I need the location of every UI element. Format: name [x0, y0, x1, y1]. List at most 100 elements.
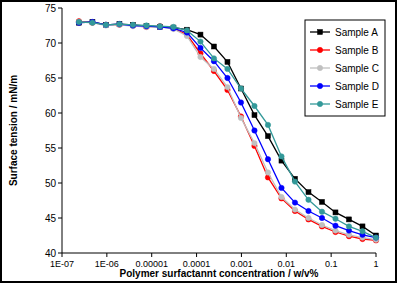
data-point — [117, 22, 122, 27]
legend-label: Sample D — [335, 81, 379, 92]
x-tick — [241, 253, 242, 257]
data-point — [252, 140, 257, 145]
data-point — [76, 19, 81, 24]
data-point — [360, 229, 365, 234]
background — [2, 2, 395, 281]
chart-container: 40455055606570751E-071E-060.000010.00010… — [0, 0, 397, 283]
data-point — [211, 44, 216, 49]
data-point — [76, 19, 81, 24]
data-point — [333, 210, 338, 215]
x-tick — [376, 253, 377, 257]
data-point — [157, 24, 162, 29]
data-point — [238, 86, 243, 91]
y-axis — [62, 8, 63, 253]
data-point — [252, 103, 257, 108]
x-tick — [62, 253, 63, 257]
data-point — [130, 23, 135, 28]
data-point — [319, 199, 324, 204]
data-point — [292, 200, 297, 205]
data-point — [360, 224, 365, 229]
data-point — [157, 24, 162, 29]
data-point — [76, 20, 81, 25]
data-point — [292, 207, 297, 212]
data-point — [117, 22, 122, 27]
data-point — [184, 28, 189, 33]
data-point — [90, 20, 95, 25]
y-tick-label: 75 — [45, 3, 57, 14]
data-point — [238, 115, 243, 120]
data-point — [279, 154, 284, 159]
legend-label: Sample E — [335, 99, 379, 110]
legend-label: Sample A — [335, 27, 378, 38]
data-point — [211, 56, 216, 61]
data-point — [157, 24, 162, 29]
data-point — [103, 22, 108, 27]
y-tick — [58, 148, 62, 149]
x-tick-label: 1E-06 — [95, 259, 119, 269]
y-tick — [58, 113, 62, 114]
x-tick — [196, 253, 197, 257]
data-point — [252, 128, 257, 133]
y-tick — [58, 8, 62, 9]
data-point — [265, 157, 270, 162]
data-point — [198, 39, 203, 44]
data-point — [306, 208, 311, 213]
y-axis-label: Surface tension / mN/m — [8, 75, 19, 186]
data-point — [157, 24, 162, 29]
y-tick-label: 50 — [45, 178, 57, 189]
data-point — [346, 217, 351, 222]
data-point — [333, 223, 338, 228]
data-point — [130, 22, 135, 27]
x-axis — [62, 253, 376, 254]
legend: Sample ASample BSample CSample DSample E — [305, 20, 385, 116]
y-tick-label: 45 — [45, 213, 57, 224]
data-point — [90, 20, 95, 25]
y-tick-label: 70 — [45, 38, 57, 49]
data-point — [238, 86, 243, 91]
data-point — [292, 179, 297, 184]
y-tick — [58, 78, 62, 79]
outer-background — [0, 0, 397, 283]
y-tick — [58, 183, 62, 184]
data-point — [90, 19, 95, 24]
data-point — [90, 20, 95, 25]
legend-label: Sample B — [335, 45, 379, 56]
x-tick-label: 1 — [373, 259, 378, 269]
data-point — [198, 54, 203, 59]
data-point — [265, 170, 270, 175]
data-point — [306, 215, 311, 220]
y-tick-label: 60 — [45, 108, 57, 119]
data-point — [346, 224, 351, 229]
legend-box — [305, 20, 385, 116]
data-point — [319, 222, 324, 227]
y-tick — [58, 43, 62, 44]
data-point — [306, 197, 311, 202]
y-tick — [58, 218, 62, 219]
data-point — [333, 216, 338, 221]
data-point — [103, 23, 108, 28]
x-tick — [331, 253, 332, 257]
x-tick — [151, 253, 152, 257]
data-point — [130, 22, 135, 27]
data-point — [144, 23, 149, 28]
data-point — [90, 20, 95, 25]
data-point — [76, 19, 81, 24]
legend-marker — [317, 47, 322, 52]
y-tick-label: 55 — [45, 143, 57, 154]
data-point — [225, 75, 230, 80]
data-point — [225, 66, 230, 71]
legend-marker — [317, 83, 322, 88]
data-point — [306, 190, 311, 195]
data-point — [171, 24, 176, 29]
data-point — [279, 194, 284, 199]
data-point — [211, 66, 216, 71]
data-point — [319, 209, 324, 214]
legend-marker — [318, 30, 323, 35]
data-point — [117, 22, 122, 27]
data-point — [373, 235, 378, 240]
data-point — [117, 21, 122, 26]
x-tick-label: 0.1 — [325, 259, 338, 269]
x-tick — [286, 253, 287, 257]
data-point — [252, 113, 257, 118]
data-point — [333, 228, 338, 233]
